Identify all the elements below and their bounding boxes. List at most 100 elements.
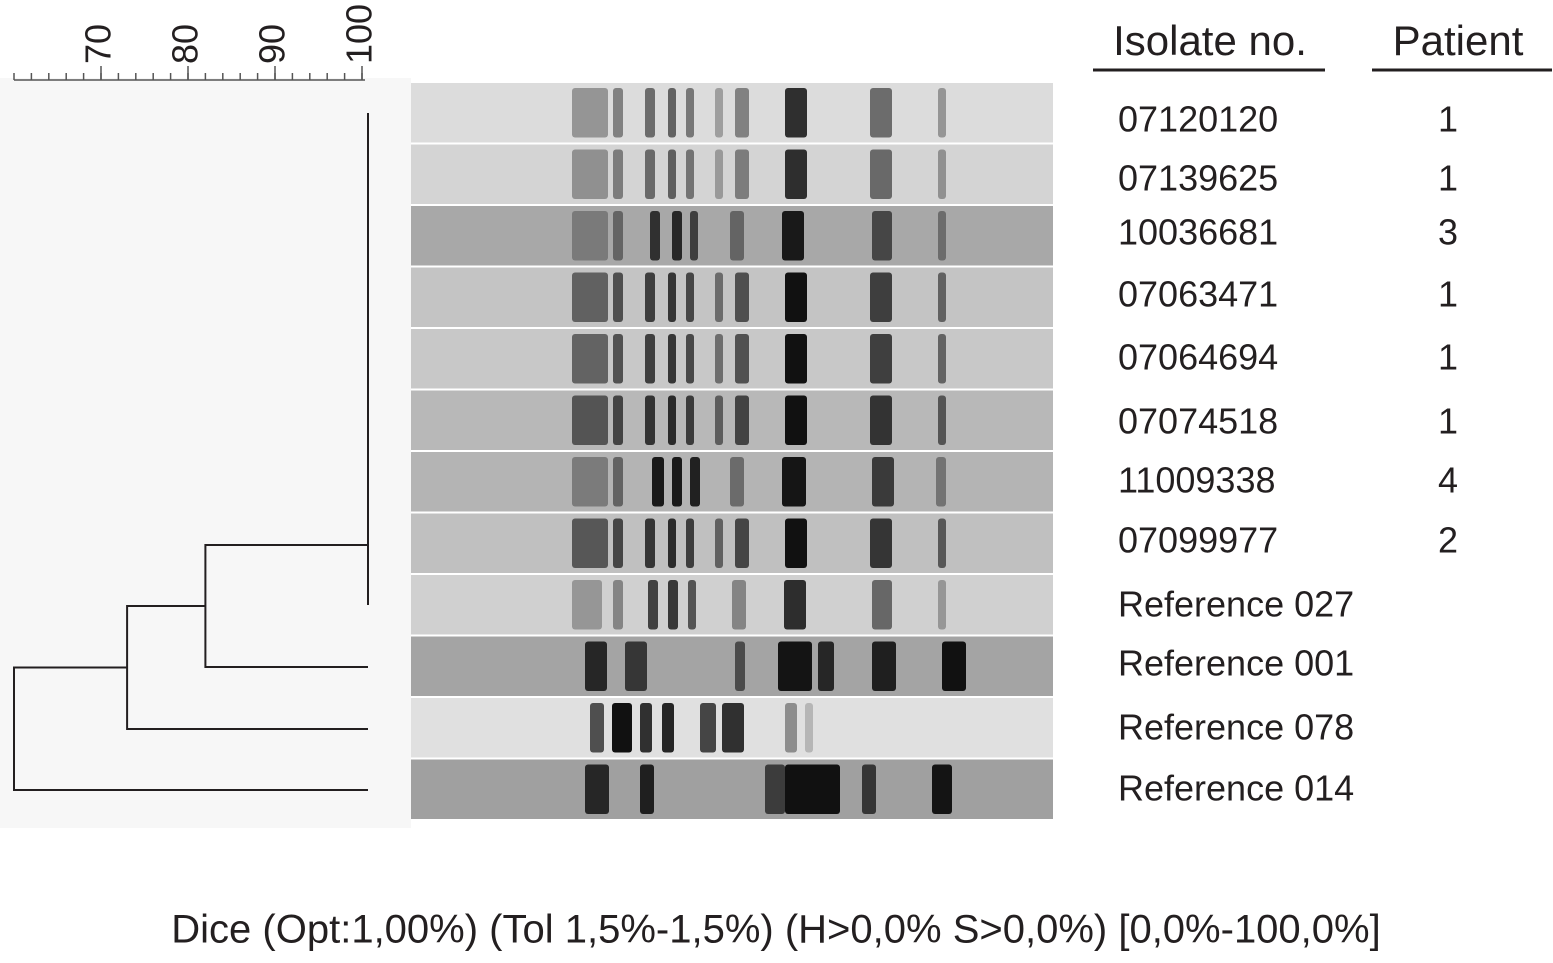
gel-band: [572, 580, 602, 630]
isolate-number: 11009338: [1118, 460, 1276, 501]
gel-band: [686, 272, 694, 322]
isolate-number: Reference 001: [1118, 643, 1354, 684]
gel-band: [938, 518, 946, 568]
patient-number: 4: [1438, 460, 1458, 501]
gel-band: [732, 580, 746, 630]
gel-band: [613, 518, 623, 568]
isolate-header: Isolate no.: [1113, 17, 1307, 64]
gel-band: [735, 149, 749, 199]
gel-band: [785, 395, 807, 445]
gel-band: [686, 88, 694, 138]
gel-band: [668, 518, 676, 568]
gel-band: [942, 641, 966, 691]
gel-band: [870, 88, 892, 138]
scale-tick-label: 90: [252, 24, 293, 64]
gel-band: [870, 395, 892, 445]
gel-band: [640, 703, 652, 753]
gel-band: [572, 272, 608, 322]
gel-band: [872, 641, 896, 691]
gel-band: [572, 395, 608, 445]
gel-band: [668, 88, 676, 138]
gel-band: [735, 334, 749, 384]
gel-band: [932, 764, 952, 814]
gel-band: [936, 457, 946, 507]
gel-band: [650, 211, 660, 261]
gel-band: [715, 334, 723, 384]
gel-band: [785, 518, 807, 568]
gel-band: [778, 641, 812, 691]
gel-band: [765, 764, 785, 814]
gel-band: [938, 334, 946, 384]
isolate-number: 07139625: [1118, 158, 1278, 199]
isolate-number: 07063471: [1118, 274, 1278, 315]
gel-band: [715, 149, 723, 199]
gel-lane: [411, 513, 1053, 573]
gel-band: [785, 703, 797, 753]
gel-lane: [411, 267, 1053, 327]
gel-band: [668, 334, 676, 384]
patient-number: 1: [1438, 401, 1458, 442]
gel-band: [686, 395, 694, 445]
gel-band: [625, 641, 647, 691]
gel-band: [572, 334, 608, 384]
gel-band: [782, 211, 804, 261]
gel-band: [872, 211, 892, 261]
gel-band: [938, 149, 946, 199]
gel-band: [686, 518, 694, 568]
gel-band: [585, 641, 607, 691]
gel-image: [411, 83, 1053, 819]
gel-lane: [411, 759, 1053, 819]
gel-band: [782, 457, 806, 507]
gel-band: [648, 580, 658, 630]
gel-band: [640, 764, 654, 814]
gel-band: [613, 272, 623, 322]
gel-band: [938, 580, 946, 630]
isolate-number: 07120120: [1118, 99, 1278, 140]
gel-lane: [411, 329, 1053, 389]
gel-band: [735, 518, 749, 568]
gel-band: [872, 580, 892, 630]
gel-band: [668, 149, 676, 199]
gel-band: [585, 764, 609, 814]
gel-band: [715, 518, 723, 568]
gel-band: [870, 334, 892, 384]
isolate-number: Reference 027: [1118, 584, 1354, 625]
gel-band: [805, 703, 813, 753]
gel-band: [722, 703, 744, 753]
gel-band: [645, 272, 655, 322]
gel-band: [613, 88, 623, 138]
gel-band: [715, 272, 723, 322]
gel-band: [668, 580, 678, 630]
gel-band: [688, 580, 696, 630]
gel-band: [652, 457, 664, 507]
isolate-number: 10036681: [1118, 212, 1278, 253]
gel-lane: [411, 575, 1053, 635]
gel-band: [785, 272, 807, 322]
gel-band: [735, 641, 745, 691]
gel-lane: [411, 452, 1053, 512]
isolate-number: Reference 014: [1118, 768, 1354, 809]
gel-band: [662, 703, 674, 753]
isolate-number: Reference 078: [1118, 707, 1354, 748]
gel-band: [700, 703, 716, 753]
gel-band: [668, 395, 676, 445]
patient-number: 1: [1438, 274, 1458, 315]
gel-band: [938, 272, 946, 322]
gel-band: [690, 211, 698, 261]
gel-band: [645, 334, 655, 384]
gel-band: [870, 272, 892, 322]
gel-band: [572, 149, 608, 199]
gel-band: [572, 518, 608, 568]
gel-lane: [411, 390, 1053, 450]
gel-band: [735, 272, 749, 322]
gel-lane: [411, 206, 1053, 266]
gel-lane: [411, 83, 1053, 143]
gel-band: [686, 334, 694, 384]
gel-band: [938, 88, 946, 138]
patient-number: 1: [1438, 158, 1458, 199]
gel-band: [668, 272, 676, 322]
gel-band: [572, 88, 608, 138]
gel-band: [938, 211, 946, 261]
patient-number: 2: [1438, 520, 1458, 561]
